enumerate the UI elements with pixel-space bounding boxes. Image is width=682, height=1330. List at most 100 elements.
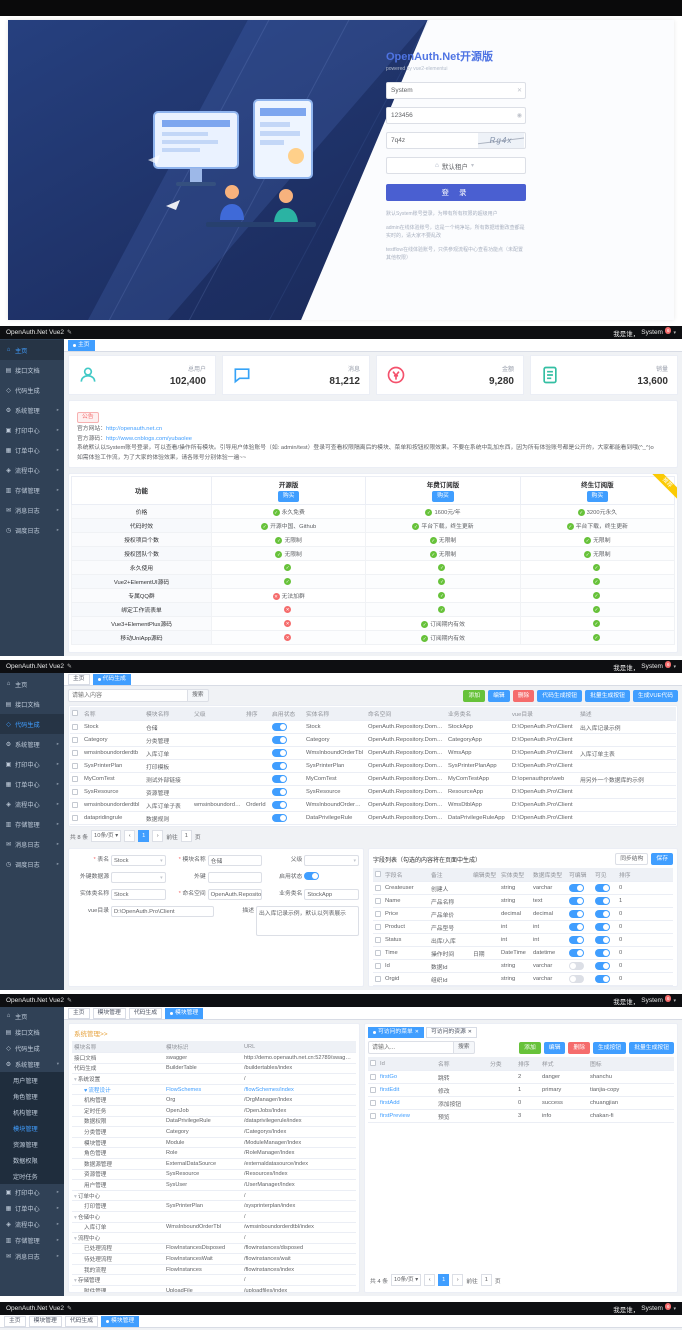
enable-toggle[interactable] <box>272 749 287 757</box>
field-row[interactable]: Orgid 组织Id string varchar 0 <box>373 972 673 986</box>
enabled-toggle[interactable] <box>304 872 320 880</box>
field-row[interactable]: Product 产品型号 int int 0 <box>373 920 673 934</box>
row-checkbox[interactable] <box>72 749 78 756</box>
gen-vue-button[interactable]: 生成VUE代码 <box>632 689 678 702</box>
visible-toggle[interactable] <box>595 884 610 892</box>
tab-home[interactable]: 主页 <box>68 673 90 685</box>
menu-tree-row[interactable]: 打印管理 SysPrinterPlan/sysprinterplan/index <box>72 1200 356 1212</box>
codegen-row[interactable]: SysResource 资源管理 SysResource OpenAuth.Repos… <box>70 785 676 799</box>
row-checkbox[interactable] <box>370 1112 376 1119</box>
menu-tree-row[interactable]: 入库订单 WmsInboundOrderTbl/wmsinboundorderdt… <box>72 1222 356 1234</box>
menu-tree-row[interactable]: 模块管理 Module/ModuleManager/Index <box>72 1137 356 1149</box>
close-icon[interactable]: ✕ <box>414 1029 419 1035</box>
captcha-input[interactable] <box>387 137 478 144</box>
codegen-row[interactable]: datapridingrule 数据规则 DataPrivilegeRule Open… <box>70 811 676 825</box>
search-button[interactable]: 搜索 <box>188 689 209 702</box>
row-checkbox[interactable] <box>375 936 381 943</box>
row-checkbox[interactable] <box>72 814 78 821</box>
buy-button[interactable]: 购买 <box>432 491 454 503</box>
field-row[interactable]: Id 数据Id string varchar 0 <box>373 959 673 973</box>
codegen-row[interactable]: wmsinboundorderdtbl 入库订单子表 wmsinboundorder… <box>70 798 676 812</box>
row-checkbox[interactable] <box>370 1060 376 1067</box>
batch-gen-button-button[interactable]: 批量生成按钮 <box>629 1041 674 1054</box>
row-checkbox[interactable] <box>72 723 78 730</box>
visible-toggle[interactable] <box>595 962 610 970</box>
sidebar-item-flow-center[interactable]: ◈ 流程中心 ▸ <box>0 794 64 814</box>
sidebar-item-storage[interactable]: ▥ 存储管理 ▸ <box>0 480 64 500</box>
tab-module-mgmt-2[interactable]: 模块管理 <box>165 1007 204 1019</box>
editable-toggle[interactable] <box>569 962 584 970</box>
sidebar-item-order-center[interactable]: ▦ 订单中心 ▸ <box>0 440 64 460</box>
sidebar-item-api-docs[interactable]: ▤ 接口文档 <box>0 694 64 714</box>
row-checkbox[interactable] <box>72 775 78 782</box>
sidebar-item-message-log[interactable]: ✉ 消息日志 ▸ <box>0 1248 64 1264</box>
site-link[interactable]: http://openauth.net.cn <box>106 426 163 432</box>
next-page-button[interactable]: › <box>452 1274 464 1286</box>
gen-button-button[interactable]: 生成按钮 <box>593 1041 627 1054</box>
delete-button[interactable]: 删除 <box>512 689 535 702</box>
menu-tree-row[interactable]: ▾流程中心 / <box>72 1232 356 1244</box>
menu-tree-row[interactable]: 分类管理 Category/Categorys/Index <box>72 1126 356 1138</box>
edit-icon[interactable]: ✎ <box>66 664 72 670</box>
sync-structure-button[interactable]: 同步结构 <box>615 853 649 865</box>
sidebar-item-system[interactable]: ⚙ 系统管理 ▾ <box>0 1056 64 1072</box>
text-input[interactable]: 仓储 <box>207 855 263 866</box>
sidebar-item-message-log[interactable]: ✉ 消息日志 ▸ <box>0 500 64 520</box>
tree-expand-icon[interactable]: ▾ <box>74 1235 77 1242</box>
tree-expand-icon[interactable]: ▾ <box>74 1076 77 1083</box>
sidebar-item-print-center[interactable]: ▣ 打印中心 ▸ <box>0 420 64 440</box>
sidebar-item-flow-center[interactable]: ◈ 流程中心 ▸ <box>0 1216 64 1232</box>
row-checkbox[interactable] <box>375 949 381 956</box>
menu-tree-row[interactable]: ▾订单中心 / <box>72 1190 356 1202</box>
enable-toggle[interactable] <box>272 736 287 744</box>
field-row[interactable]: Time 操作时间 日期 DateTime datetime 0 <box>373 946 673 960</box>
sidebar-item-resource-mgmt[interactable]: 资源管理 <box>0 1136 64 1152</box>
prev-page-button[interactable]: ‹ <box>424 1274 436 1286</box>
外键数据源-select[interactable]: ▾ <box>111 872 166 883</box>
gen-code-button[interactable]: 代码生成按钮 <box>537 689 583 702</box>
editable-toggle[interactable] <box>569 884 584 892</box>
row-checkbox[interactable] <box>72 710 78 717</box>
buy-button[interactable]: 购买 <box>277 491 300 503</box>
editable-toggle[interactable] <box>569 910 584 918</box>
enable-toggle[interactable] <box>272 762 287 770</box>
visible-toggle[interactable] <box>595 949 610 957</box>
menu-tree-row[interactable]: ▾仓储中心 / <box>72 1211 356 1223</box>
sidebar-item-schedule-log[interactable]: ◷ 调度日志 ▸ <box>0 520 64 540</box>
edit-icon[interactable]: ✎ <box>66 998 72 1004</box>
row-checkbox[interactable] <box>375 923 381 930</box>
enable-toggle[interactable] <box>272 814 287 822</box>
add-button[interactable]: 添加 <box>519 1041 541 1054</box>
field-row[interactable]: Status 出库/入库 int int 0 <box>373 933 673 947</box>
tab-code-gen[interactable]: 代码生成 <box>64 1315 99 1327</box>
resource-row[interactable]: firstEdit 修改 1 primary tianjia-copy <box>368 1083 674 1097</box>
sidebar-item-order-center[interactable]: ▦ 订单中心 ▸ <box>0 774 64 794</box>
表名-select[interactable]: Stock ▾ <box>111 855 166 866</box>
menu-tree-row[interactable]: 我的流程 FlowInstances/flowinstances/index <box>72 1264 356 1276</box>
row-checkbox[interactable] <box>375 871 381 878</box>
source-link[interactable]: http://www.cnblogs.com/yubaolee <box>106 435 193 442</box>
menu-tree-row[interactable]: ▾存储管理 / <box>72 1274 356 1287</box>
codegen-row[interactable]: Stock 仓储 Stock OpenAuth.Repository.Domain St… <box>70 720 676 734</box>
sidebar-item-cron-jobs[interactable]: 定时任务 <box>0 1168 64 1184</box>
menu-tree-row[interactable]: 数据权限 DataPrivilegeRule/dataprivilegerule/… <box>72 1116 356 1128</box>
editable-toggle[interactable] <box>569 975 584 983</box>
sidebar-item-message-log[interactable]: ✉ 消息日志 ▸ <box>0 834 64 854</box>
enable-toggle[interactable] <box>272 723 287 731</box>
editable-toggle[interactable] <box>569 949 584 957</box>
sidebar-item-order-center[interactable]: ▦ 订单中心 ▸ <box>0 1200 64 1216</box>
batch-gen-button[interactable]: 批量生成按钮 <box>585 689 630 702</box>
tab-code-gen[interactable]: 代码生成 <box>92 673 131 685</box>
search-input[interactable] <box>368 1041 454 1054</box>
password-input[interactable] <box>387 112 517 119</box>
tab-accessible-menus[interactable]: 可访问的菜单 ✕ <box>368 1027 424 1038</box>
stat-card-money[interactable]: 金额 9,280 <box>376 355 524 395</box>
父级-select[interactable]: ▾ <box>304 855 360 866</box>
visible-toggle[interactable] <box>595 910 610 918</box>
menu-tree-row[interactable]: 资源管理 SysResource/Resources/Index <box>72 1169 356 1181</box>
resource-row[interactable]: firstPreview 预览 3 info chakan-fi <box>368 1109 674 1123</box>
visible-toggle[interactable] <box>595 897 610 905</box>
editable-toggle[interactable] <box>569 923 584 931</box>
clear-icon[interactable]: ✕ <box>516 88 522 94</box>
row-checkbox[interactable] <box>375 962 381 969</box>
